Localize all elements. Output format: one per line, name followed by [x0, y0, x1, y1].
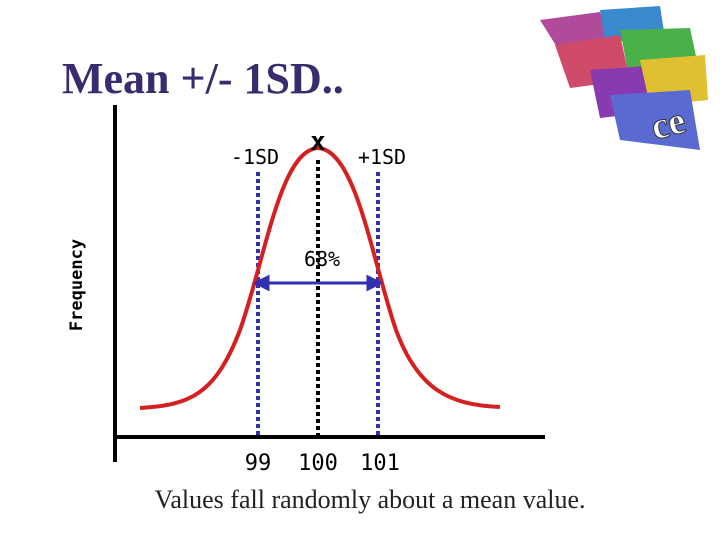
plus-sd-label: +1SD	[358, 145, 406, 169]
caption: Values fall randomly about a mean value.	[154, 485, 585, 514]
x-label: 101	[360, 451, 400, 476]
logo: ce	[540, 6, 708, 150]
slide-title: Mean +/- 1SD..	[62, 54, 344, 103]
minus-sd-label: -1SD	[231, 145, 279, 169]
range-arrow	[252, 274, 384, 292]
normal-curve	[139, 145, 501, 410]
mean-label: x	[310, 127, 326, 157]
x-label: 99	[245, 451, 272, 476]
range-label: 68%	[304, 247, 340, 271]
x-label: 100	[298, 451, 338, 476]
y-axis-label: Frequency	[67, 239, 87, 331]
